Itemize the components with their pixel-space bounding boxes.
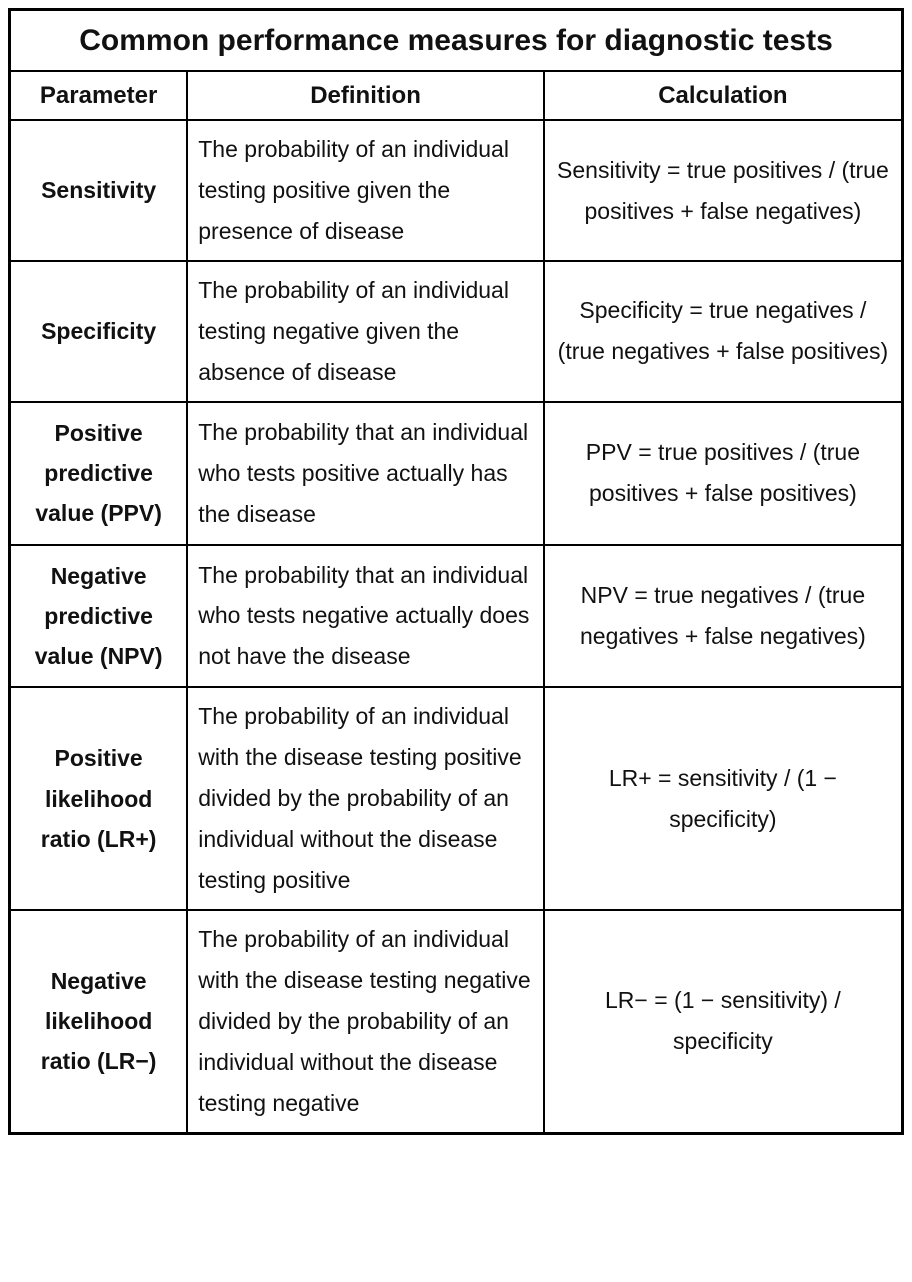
table-row-ppv: Positive predictive value (PPV) The prob… [8,400,904,546]
table-row-specificity: Specificity The probability of an indivi… [8,260,904,403]
parameter-cell: Positive predictive value (PPV) [8,400,189,546]
diagnostic-measures-table: Common performance measures for diagnost… [8,8,904,1135]
definition-cell: The probability of an individual with th… [186,908,545,1135]
parameter-cell: Sensitivity [8,119,189,262]
calculation-cell: LR− = (1 − sensitivity) / specificity [542,908,904,1135]
table-title: Common performance measures for diagnost… [8,8,904,72]
table-row-npv: Negative predictive value (NPV) The prob… [8,543,904,689]
definition-cell: The probability of an individual testing… [186,260,545,403]
definition-cell: The probability of an individual with th… [186,686,545,911]
calculation-cell: PPV = true positives / (true positives +… [542,400,904,546]
calculation-cell: Specificity = true negatives / (true neg… [542,260,904,403]
parameter-cell: Negative likelihood ratio (LR−) [8,908,189,1135]
table-row-lr-plus: Positive likelihood ratio (LR+) The prob… [8,686,904,911]
column-header-calculation: Calculation [542,69,904,122]
calculation-cell: NPV = true negatives / (true negatives +… [542,543,904,689]
calculation-cell: LR+ = sensitivity / (1 − specificity) [542,686,904,911]
definition-cell: The probability that an individual who t… [186,543,545,689]
column-header-definition: Definition [186,69,545,122]
title-row: Common performance measures for diagnost… [8,8,904,72]
calculation-cell: Sensitivity = true positives / (true pos… [542,119,904,262]
definition-cell: The probability that an individual who t… [186,400,545,546]
definition-cell: The probability of an individual testing… [186,119,545,262]
parameter-cell: Positive likelihood ratio (LR+) [8,686,189,911]
column-header-parameter: Parameter [8,69,189,122]
table-row-lr-minus: Negative likelihood ratio (LR−) The prob… [8,908,904,1135]
header-row: Parameter Definition Calculation [8,69,904,122]
parameter-cell: Specificity [8,260,189,403]
parameter-cell: Negative predictive value (NPV) [8,543,189,689]
table-row-sensitivity: Sensitivity The probability of an indivi… [8,119,904,262]
